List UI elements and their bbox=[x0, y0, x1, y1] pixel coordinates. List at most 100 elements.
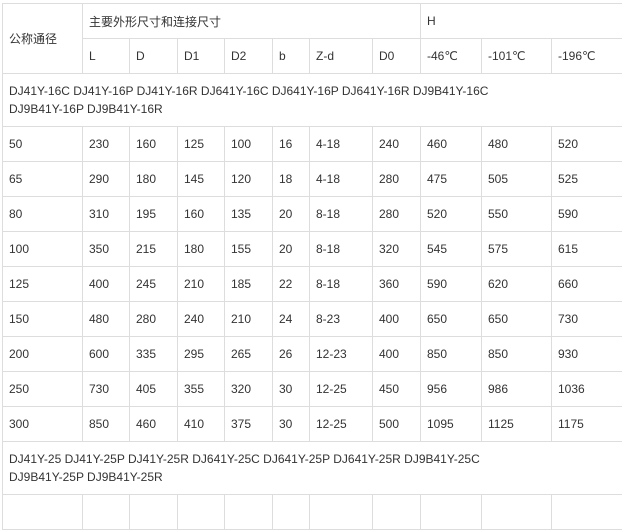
table-cell: 410 bbox=[178, 407, 225, 442]
table-cell bbox=[130, 495, 178, 530]
table-cell: 195 bbox=[130, 197, 178, 232]
table-cell: 460 bbox=[421, 127, 482, 162]
table-cell: 400 bbox=[83, 267, 130, 302]
table-cell bbox=[373, 495, 421, 530]
table-cell: 850 bbox=[421, 337, 482, 372]
table-cell: 18 bbox=[273, 162, 310, 197]
table-cell: 180 bbox=[178, 232, 225, 267]
table-cell: 550 bbox=[482, 197, 552, 232]
table-cell bbox=[273, 495, 310, 530]
table-cell: 200 bbox=[3, 337, 83, 372]
table-cell: 12-25 bbox=[310, 407, 373, 442]
table-cell: 1095 bbox=[421, 407, 482, 442]
table-cell: 355 bbox=[178, 372, 225, 407]
table-cell: 400 bbox=[373, 337, 421, 372]
table-cell: 155 bbox=[225, 232, 273, 267]
table-cell: 145 bbox=[178, 162, 225, 197]
table-cell: 150 bbox=[3, 302, 83, 337]
table-cell: 850 bbox=[83, 407, 130, 442]
header-col: L bbox=[83, 39, 130, 74]
table-cell: 8-18 bbox=[310, 232, 373, 267]
table-cell: 22 bbox=[273, 267, 310, 302]
table-cell: 360 bbox=[373, 267, 421, 302]
table-cell: 280 bbox=[130, 302, 178, 337]
table-cell bbox=[225, 495, 273, 530]
table-cell: 545 bbox=[421, 232, 482, 267]
table-cell: 12-23 bbox=[310, 337, 373, 372]
table-cell: 120 bbox=[225, 162, 273, 197]
table-cell: 4-18 bbox=[310, 162, 373, 197]
table-cell: 100 bbox=[225, 127, 273, 162]
table-cell: 300 bbox=[3, 407, 83, 442]
table-cell: 480 bbox=[482, 127, 552, 162]
table-cell: 375 bbox=[225, 407, 273, 442]
table-cell: 475 bbox=[421, 162, 482, 197]
table-cell: 850 bbox=[482, 337, 552, 372]
table-cell: 280 bbox=[373, 197, 421, 232]
table-cell bbox=[552, 495, 622, 530]
table-cell: 1125 bbox=[482, 407, 552, 442]
table-cell: 20 bbox=[273, 197, 310, 232]
table-cell: 245 bbox=[130, 267, 178, 302]
header-col: D bbox=[130, 39, 178, 74]
header-col: D0 bbox=[373, 39, 421, 74]
model-list: DJ41Y-16C DJ41Y-16P DJ41Y-16R DJ641Y-16C… bbox=[3, 74, 622, 127]
table-cell bbox=[421, 495, 482, 530]
header-col: -101℃ bbox=[482, 39, 552, 74]
table-cell: 280 bbox=[373, 162, 421, 197]
table-cell: 230 bbox=[83, 127, 130, 162]
table-cell: 30 bbox=[273, 407, 310, 442]
table-cell bbox=[178, 495, 225, 530]
table-cell: 590 bbox=[552, 197, 622, 232]
header-col: -196℃ bbox=[552, 39, 622, 74]
table-cell: 135 bbox=[225, 197, 273, 232]
table-cell: 8-18 bbox=[310, 197, 373, 232]
table-cell: 125 bbox=[178, 127, 225, 162]
table-cell: 240 bbox=[178, 302, 225, 337]
table-cell bbox=[482, 495, 552, 530]
model-group-row: DJ41Y-16C DJ41Y-16P DJ41Y-16R DJ641Y-16C… bbox=[3, 74, 622, 127]
header-h: H bbox=[421, 4, 622, 39]
table-cell: 320 bbox=[225, 372, 273, 407]
table-cell: 650 bbox=[421, 302, 482, 337]
table-cell: 250 bbox=[3, 372, 83, 407]
table-cell: 24 bbox=[273, 302, 310, 337]
table-cell: 295 bbox=[178, 337, 225, 372]
table-cell: 210 bbox=[225, 302, 273, 337]
table-cell: 8-23 bbox=[310, 302, 373, 337]
table-cell: 310 bbox=[83, 197, 130, 232]
table-cell: 12-25 bbox=[310, 372, 373, 407]
table-cell: 660 bbox=[552, 267, 622, 302]
header-col: D2 bbox=[225, 39, 273, 74]
table-cell: 1036 bbox=[552, 372, 622, 407]
table-cell: 180 bbox=[130, 162, 178, 197]
header-col: -46℃ bbox=[421, 39, 482, 74]
table-cell: 590 bbox=[421, 267, 482, 302]
header-main-dims: 主要外形尺寸和连接尺寸 bbox=[83, 4, 421, 39]
table-cell: 730 bbox=[83, 372, 130, 407]
table-cell bbox=[3, 495, 83, 530]
table-cell bbox=[83, 495, 130, 530]
table-cell: 620 bbox=[482, 267, 552, 302]
table-cell: 500 bbox=[373, 407, 421, 442]
table-cell: 240 bbox=[373, 127, 421, 162]
table-cell: 450 bbox=[373, 372, 421, 407]
table-cell: 525 bbox=[552, 162, 622, 197]
table-cell: 650 bbox=[482, 302, 552, 337]
table-cell: 335 bbox=[130, 337, 178, 372]
table-cell: 986 bbox=[482, 372, 552, 407]
table-cell: 30 bbox=[273, 372, 310, 407]
table-cell: 20 bbox=[273, 232, 310, 267]
table-cell: 290 bbox=[83, 162, 130, 197]
table-cell: 80 bbox=[3, 197, 83, 232]
table-cell: 405 bbox=[130, 372, 178, 407]
table-cell: 265 bbox=[225, 337, 273, 372]
table-cell: 8-18 bbox=[310, 267, 373, 302]
header-col: b bbox=[273, 39, 310, 74]
